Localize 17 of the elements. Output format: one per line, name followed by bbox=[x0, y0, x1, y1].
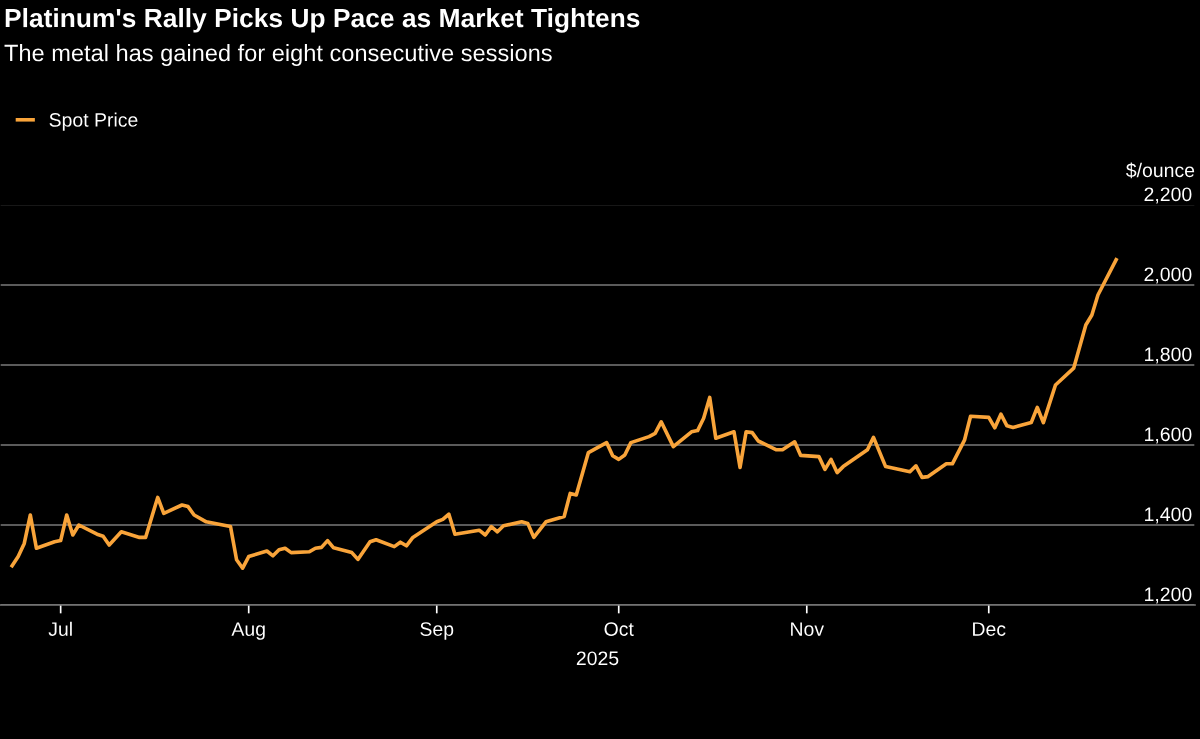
y-tick-label: 2,000 bbox=[1144, 267, 1192, 284]
legend-label: Spot Price bbox=[49, 112, 138, 131]
x-tick-label: Oct bbox=[604, 622, 634, 636]
x-axis-title: 2025 bbox=[576, 651, 619, 666]
x-tick-label: Dec bbox=[973, 622, 1006, 636]
y-tick-label: 2,200 bbox=[1144, 187, 1192, 204]
y-axis-title: $/ounce bbox=[1126, 162, 1195, 179]
y-tick-label: 1,200 bbox=[1145, 587, 1192, 604]
x-tick-label: Nov bbox=[791, 622, 824, 636]
y-tick-label: 1,800 bbox=[1145, 347, 1192, 364]
y-tick-label: 1,600 bbox=[1145, 427, 1192, 444]
x-tick-label: Sep bbox=[420, 622, 454, 640]
chart-subtitle: The metal has gained for eight consecutive sessions bbox=[4, 44, 552, 67]
x-tick-label: Aug bbox=[231, 622, 265, 640]
chart-title: Platinum's Rally Picks Up Pace as Market Tightens bbox=[5, 8, 640, 33]
y-tick-label: 1,400 bbox=[1145, 507, 1192, 524]
x-tick-label: Jul bbox=[48, 621, 72, 636]
